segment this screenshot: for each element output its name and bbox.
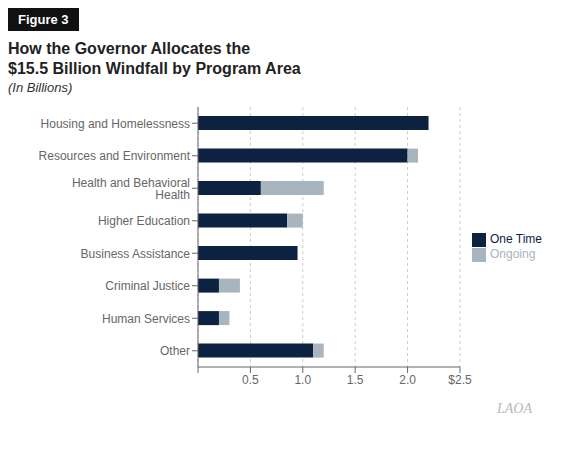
svg-text:$2.5: $2.5 xyxy=(448,373,472,387)
html-text:$15.5 Billion Windfall by Prog: $15.5 Billion Windfall by Program Area xyxy=(8,60,301,77)
html-text:(In Billions): (In Billions) xyxy=(8,80,73,95)
svg-text:Higher Education: Higher Education xyxy=(98,214,190,228)
html-text:How the Governor Allocates the: How the Governor Allocates the xyxy=(8,40,251,57)
svg-text:1.5: 1.5 xyxy=(347,373,364,387)
svg-text:Business Assistance: Business Assistance xyxy=(81,247,191,261)
svg-text:2.0: 2.0 xyxy=(399,373,416,387)
html-text:LAOA: LAOA xyxy=(497,401,532,416)
html-text:Ongoing: Ongoing xyxy=(490,247,536,261)
svg-text:Other: Other xyxy=(160,344,190,358)
svg-text:0.5: 0.5 xyxy=(242,373,259,387)
html-text:One Time: One Time xyxy=(490,232,542,247)
svg-text:1.0: 1.0 xyxy=(294,373,311,387)
html-text:Figure 3: Figure 3 xyxy=(18,12,69,27)
svg-text:Health and BehavioralHealth: Health and BehavioralHealth xyxy=(72,176,190,202)
svg-text:Resources and Environment: Resources and Environment xyxy=(39,149,191,163)
svg-text:Human Services: Human Services xyxy=(102,312,190,326)
svg-text:Housing and Homelessness: Housing and Homelessness xyxy=(41,117,190,131)
svg-text:Criminal Justice: Criminal Justice xyxy=(105,279,190,293)
